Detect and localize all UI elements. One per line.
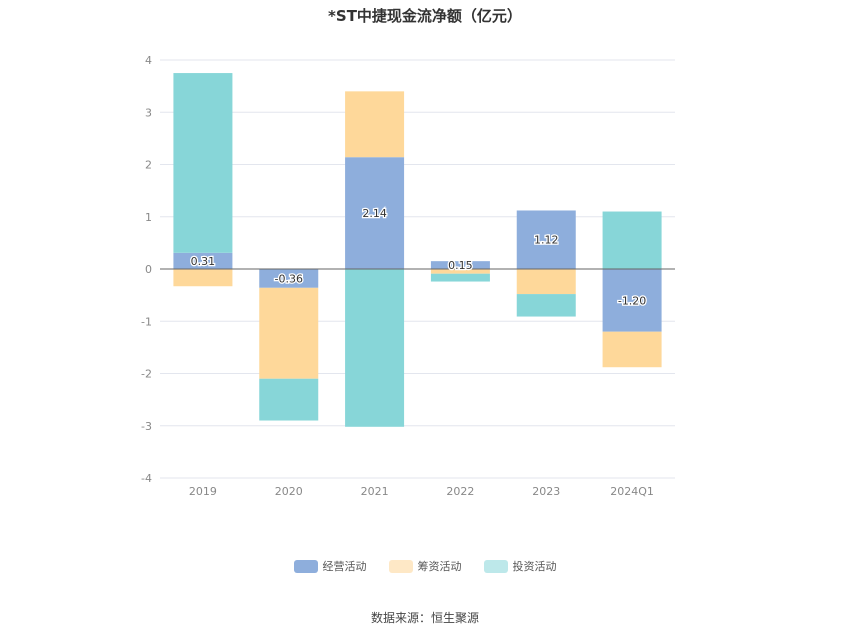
legend-label: 筹资活动 [417,560,462,573]
bar-financing[interactable] [173,269,233,287]
bar-investing[interactable] [430,273,490,282]
bar-operating[interactable] [173,252,233,269]
y-tick-label: 1 [145,211,152,224]
y-tick-label: -1 [141,315,152,328]
legend-item-operating[interactable]: 经营活动 [293,558,367,574]
bar-operating[interactable] [516,210,576,269]
chart-svg: 0.31 -0.36 2.14 0.15 1.12 -1.20 4 3 2 1 0 -1 -2 -3 -4… [141,54,675,498]
x-tick-label: 2023 [532,485,560,498]
data-label: 2.14 [362,207,387,220]
x-tick-label: 2020 [275,485,303,498]
y-tick-label: -3 [141,420,152,433]
legend-item-financing[interactable]: 筹资活动 [388,558,462,574]
bar-financing[interactable] [259,287,319,379]
y-tick-label: -4 [141,472,152,485]
legend-swatch [293,559,318,573]
bar-financing[interactable] [345,91,405,158]
grid-lines [160,59,675,479]
bar-investing[interactable] [259,378,319,421]
bar-operating[interactable] [430,261,490,269]
legend: 经营活动 筹资活动 投资活动 [0,558,850,574]
bar-investing[interactable] [602,211,662,269]
data-labels: 0.31 -0.36 2.14 0.15 1.12 -1.20 [189,206,647,309]
data-label: -0.36 [275,272,303,285]
bar-operating[interactable] [259,269,319,288]
bar-operating[interactable] [602,269,662,332]
bars [173,73,662,427]
axis-labels: 4 3 2 1 0 -1 -2 -3 -4 2019 2020 2021 2022 2023 2024Q1 [141,54,654,498]
x-tick-label: 2021 [361,485,389,498]
bar-financing[interactable] [430,269,490,274]
y-tick-label: 4 [145,54,152,67]
bar-financing[interactable] [602,331,662,368]
chart-title: *ST中捷现金流净额（亿元） [328,7,522,25]
bar-operating[interactable] [345,157,405,269]
legend-swatch [483,559,508,573]
y-tick-label: 0 [145,263,152,276]
data-label: 1.12 [534,234,559,247]
legend-label: 经营活动 [322,560,367,573]
y-tick-label: -2 [141,368,152,381]
data-label: 0.15 [448,259,473,272]
x-tick-label: 2019 [189,485,217,498]
x-tick-label: 2022 [446,485,474,498]
data-label: 0.31 [191,255,216,268]
y-tick-label: 2 [145,159,152,172]
legend-label: 投资活动 [512,560,557,573]
data-source: 数据来源：恒生聚源 [370,611,479,625]
bar-financing[interactable] [516,269,576,295]
data-label: -1.20 [618,294,646,307]
legend-swatch [388,559,413,573]
y-tick-label: 3 [145,106,152,119]
bar-investing[interactable] [345,269,405,427]
x-tick-label: 2024Q1 [610,485,654,498]
bar-investing[interactable] [173,73,233,253]
bar-investing[interactable] [516,294,576,317]
legend-item-investing[interactable]: 投资活动 [483,558,557,574]
